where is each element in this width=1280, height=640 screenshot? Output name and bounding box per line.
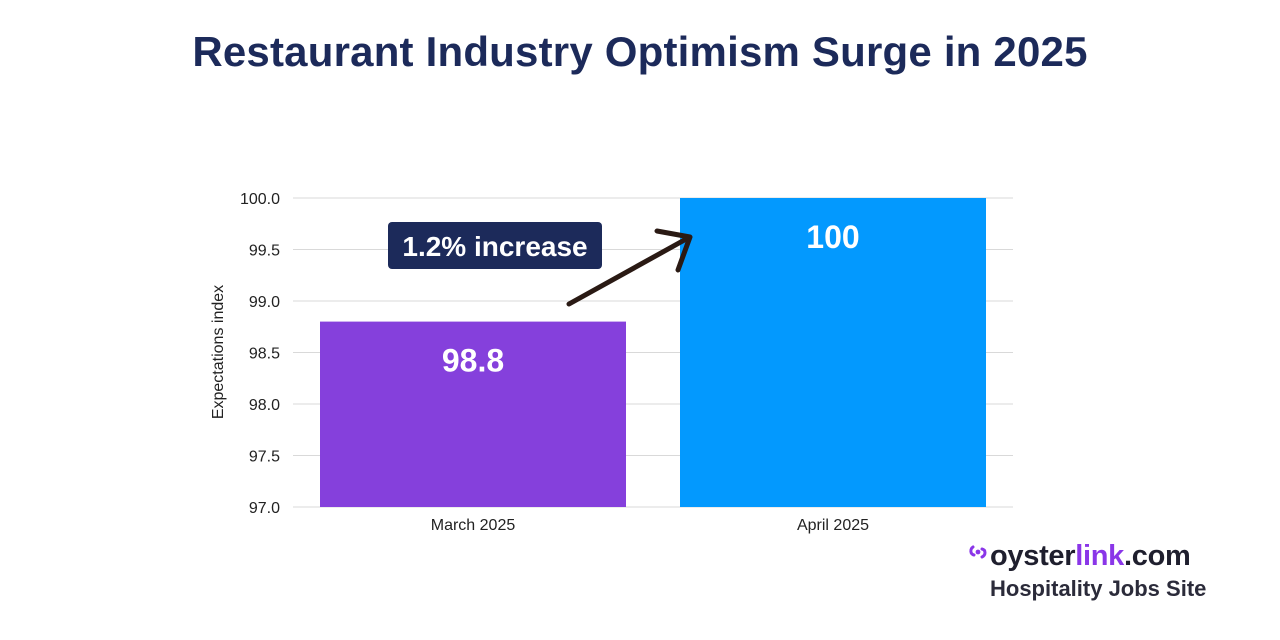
annotation-text: 1.2% increase bbox=[402, 231, 587, 262]
y-tick-label: 100.0 bbox=[240, 191, 280, 208]
y-tick-label: 98.5 bbox=[249, 346, 280, 363]
y-tick-label: 99.5 bbox=[249, 243, 280, 260]
bar-value-label: 100 bbox=[806, 219, 859, 255]
x-tick-label: April 2025 bbox=[797, 517, 869, 534]
y-tick-label: 99.0 bbox=[249, 294, 280, 311]
annotation-arrow-shaft bbox=[566, 235, 691, 307]
bar bbox=[680, 198, 986, 507]
x-axis-ticks: March 2025 April 2025 bbox=[431, 517, 869, 534]
annotation: 1.2% increase bbox=[388, 222, 693, 307]
y-axis-ticks: 97.0 97.5 98.0 98.5 99.0 99.5 100.0 bbox=[240, 191, 280, 517]
brand-tagline: Hospitality Jobs Site bbox=[990, 576, 1207, 601]
bar bbox=[320, 321, 626, 507]
oyster-logo-icon bbox=[969, 545, 987, 559]
brand-logo: oysterlink.com Hospitality Jobs Site bbox=[968, 538, 1228, 602]
bars: 98.8 100 bbox=[320, 198, 986, 507]
y-tick-label: 97.0 bbox=[249, 500, 280, 517]
y-tick-label: 97.5 bbox=[249, 449, 280, 466]
y-axis-title: Expectations index bbox=[210, 285, 227, 419]
annotation-box bbox=[388, 222, 602, 269]
y-tick-label: 98.0 bbox=[249, 397, 280, 414]
brand-name-part2: link bbox=[1075, 539, 1125, 572]
brand-name-part3: .com bbox=[1124, 539, 1191, 572]
x-tick-label: March 2025 bbox=[431, 517, 516, 534]
chart-title: Restaurant Industry Optimism Surge in 20… bbox=[192, 28, 1088, 75]
brand-name: oysterlink.com bbox=[990, 540, 1191, 573]
brand-name-part1: oyster bbox=[990, 539, 1076, 572]
annotation-arrow-head bbox=[654, 228, 693, 273]
bar-value-label: 98.8 bbox=[442, 343, 504, 379]
